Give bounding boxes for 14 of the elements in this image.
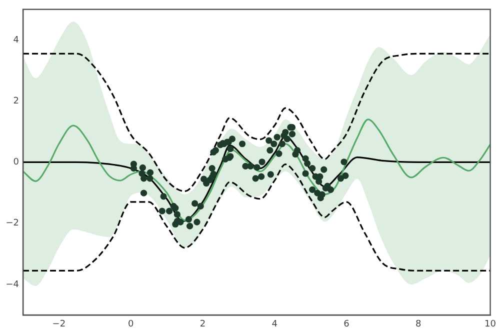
x-tick-label: 2 — [200, 320, 206, 330]
y-tick-label: 2 — [13, 96, 19, 106]
x-tick-label: 6 — [344, 320, 350, 330]
x-tick-label: 8 — [416, 320, 422, 330]
x-tick-label: 4 — [272, 320, 278, 330]
y-tick-label: 0 — [13, 158, 20, 168]
x-tick-label: 0 — [128, 320, 134, 330]
line-series — [23, 52, 490, 192]
x-tick-label: −2 — [52, 320, 66, 330]
y-tick-label: −4 — [6, 280, 20, 290]
y-tick-label: 4 — [13, 35, 20, 46]
y-tick-label: −2 — [6, 218, 19, 229]
x-tick-label: 10 — [484, 320, 496, 330]
line-series — [23, 164, 490, 272]
